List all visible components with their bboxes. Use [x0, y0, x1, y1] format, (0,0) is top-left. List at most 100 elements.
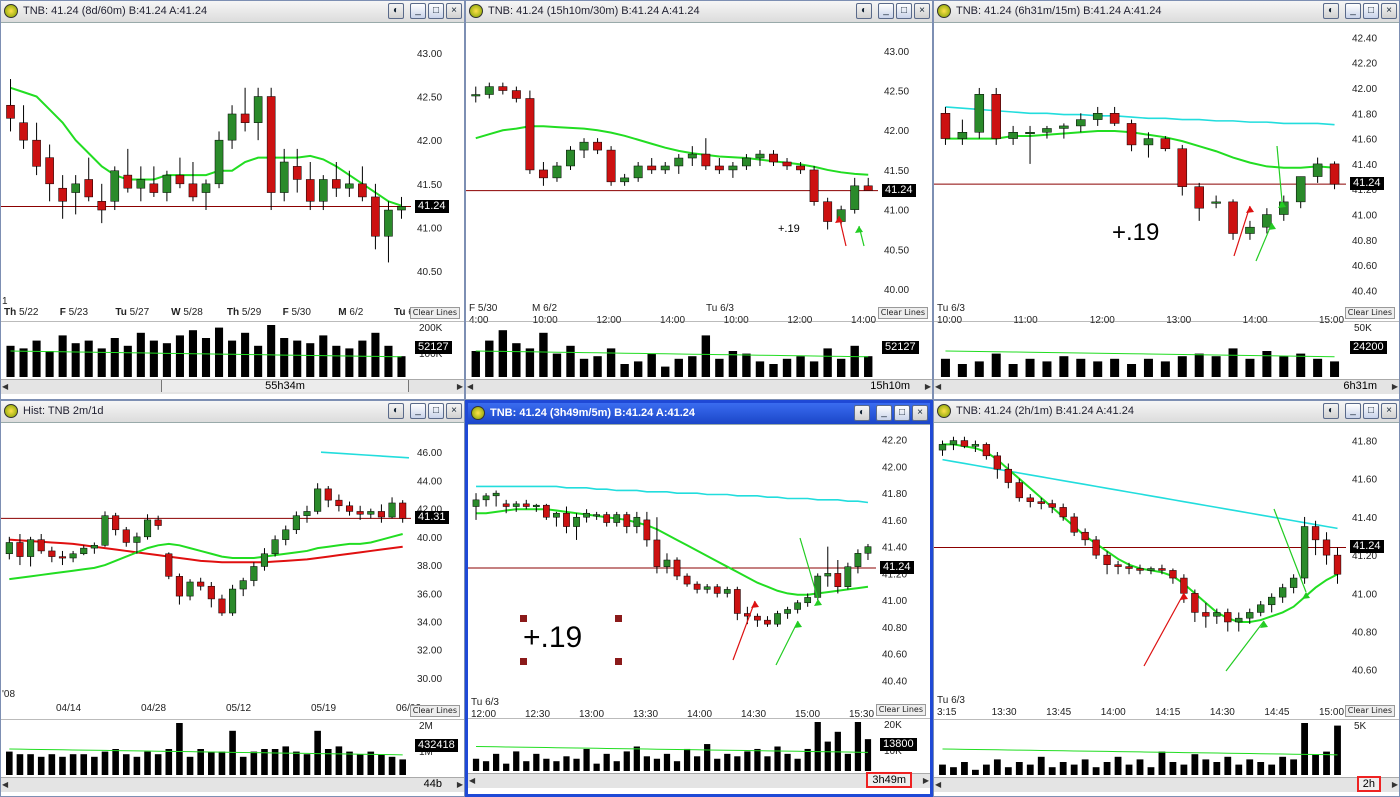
chart-window-3h-5m[interactable]: TNB: 41.24 (3h49m/5m) B:41.24 A:41.24 ◐ _ □… [465, 400, 933, 797]
candle-body [1191, 593, 1199, 613]
close-button[interactable]: × [1381, 403, 1397, 419]
title-bar[interactable]: Hist: TNB 2m/1d ◐ _ □ × [1, 401, 464, 423]
volume-bar [1110, 358, 1120, 377]
chart-window-6h-15m[interactable]: TNB: 41.24 (6h31m/15m) B:41.24 A:41.24 ◐ _… [933, 0, 1400, 400]
scroll-left-icon[interactable]: ◀ [467, 382, 474, 391]
maximize-button[interactable]: □ [1363, 3, 1379, 19]
close-button[interactable]: × [912, 405, 928, 421]
minimize-button[interactable]: _ [876, 405, 892, 421]
scroll-left-icon[interactable]: ◀ [2, 382, 9, 391]
scroll-right-icon[interactable]: ▶ [924, 382, 931, 391]
title-bar[interactable]: TNB: 41.24 (6h31m/15m) B:41.24 A:41.24 ◐ _… [934, 1, 1399, 23]
candle-body [957, 132, 968, 139]
price-axis-label: 41.40 [1352, 160, 1377, 171]
volume-bar [208, 751, 215, 775]
candle-body [1092, 113, 1103, 120]
volume-bar [1076, 358, 1086, 377]
time-scrollbar[interactable]: ◀ ▶ 6h31m [934, 379, 1399, 394]
annotation-handle[interactable] [520, 658, 527, 665]
chart-window-8d-60m[interactable]: TNB: 41.24 (8d/60m) B:41.24 A:41.24 ◐ _ □ × 4… [0, 0, 465, 400]
chart-window-hist-daily[interactable]: Hist: TNB 2m/1d ◐ _ □ × 46.00 44.00 42.00 40.00 3… [0, 400, 465, 797]
price-chart[interactable]: 43.00 42.50 42.00 41.50 41.00 40.50 40.00 [466, 1, 932, 321]
candle-body [162, 174, 172, 193]
close-button[interactable]: × [446, 3, 462, 19]
title-bar[interactable]: TNB: 41.24 (15h10m/30m) B:41.24 A:41.24 ◐… [466, 1, 932, 23]
volume-bar [267, 325, 276, 377]
volume-bar [1194, 353, 1204, 377]
candle-body [633, 165, 643, 179]
price-chart[interactable]: 42.40 42.20 42.00 41.80 41.60 41.40 41.20 41.00… [934, 1, 1399, 321]
maximize-button[interactable]: □ [428, 403, 444, 419]
scroll-right-icon[interactable]: ▶ [456, 780, 463, 789]
volume-bar [282, 746, 290, 775]
volume-bar [982, 764, 990, 775]
time-scrollbar[interactable]: ◀ ▶ 55h34m [1, 379, 464, 394]
volume-bar [1191, 754, 1199, 775]
minimize-button[interactable]: _ [1345, 403, 1361, 419]
scroll-left-icon[interactable]: ◀ [935, 780, 942, 789]
volume-bar [346, 751, 353, 775]
clear-lines-button[interactable]: Clear Lines [875, 704, 926, 716]
annotation-handle[interactable] [520, 615, 527, 622]
close-button[interactable]: × [914, 3, 930, 19]
minimize-button[interactable]: _ [878, 3, 894, 19]
time-scrollbar[interactable]: ◀ ▶ 3h49m [468, 772, 930, 788]
chart-tool-icon[interactable]: ◐ [1323, 3, 1339, 19]
price-chart[interactable]: 46.00 44.00 42.00 40.00 38.00 36.00 34.00 32.00… [1, 401, 464, 719]
maximize-button[interactable]: □ [896, 3, 912, 19]
minimize-button[interactable]: _ [1345, 3, 1361, 19]
candle-body [1136, 568, 1144, 571]
price-chart[interactable]: 41.80 41.60 41.40 41.20 41.00 40.80 40.60 [934, 401, 1399, 719]
scroll-left-icon[interactable]: ◀ [2, 780, 9, 789]
chart-tool-icon[interactable]: ◐ [856, 3, 872, 19]
title-bar[interactable]: TNB: 41.24 (3h49m/5m) B:41.24 A:41.24 ◐ _ □… [468, 403, 930, 425]
clear-lines-button[interactable]: Clear Lines [409, 307, 460, 319]
scroll-left-icon[interactable]: ◀ [935, 382, 942, 391]
scroll-right-icon[interactable]: ▶ [1391, 780, 1398, 789]
maximize-button[interactable]: □ [428, 3, 444, 19]
time-axis-label: 3:15 [937, 707, 957, 718]
date-axis-label: F 5/23 [59, 307, 89, 318]
volume-bar [633, 746, 640, 771]
volume-average-line [945, 350, 1335, 358]
candle-body [314, 488, 322, 512]
title-bar[interactable]: TNB: 41.24 (8d/60m) B:41.24 A:41.24 ◐ _ □ × [1, 1, 464, 23]
minimize-button[interactable]: _ [410, 3, 426, 19]
maximize-button[interactable]: □ [894, 405, 910, 421]
candle-body [993, 455, 1002, 470]
price-chart[interactable]: 42.20 42.00 41.80 41.60 41.40 41.20 41.00 40.80… [468, 403, 930, 718]
close-button[interactable]: × [446, 403, 462, 419]
time-scrollbar[interactable]: ◀ ▶ 2h [934, 776, 1399, 792]
time-scrollbar[interactable]: ◀ ▶ 44b [1, 777, 464, 792]
chart-window-2h-1m[interactable]: TNB: 41.24 (2h/1m) B:41.24 A:41.24 ◐ _ □ × 41… [933, 400, 1400, 797]
annotation-handle[interactable] [615, 658, 622, 665]
chart-tool-icon[interactable]: ◐ [388, 3, 404, 19]
time-scrollbar[interactable]: ◀ ▶ 15h10m [466, 379, 932, 394]
candle-body [741, 157, 751, 167]
scroll-right-icon[interactable]: ▶ [1391, 382, 1398, 391]
scroll-right-icon[interactable]: ▶ [456, 382, 463, 391]
volume-bar [303, 754, 311, 775]
close-button[interactable]: × [1381, 3, 1397, 19]
title-bar[interactable]: TNB: 41.24 (2h/1m) B:41.24 A:41.24 ◐ _ □ × [934, 401, 1399, 423]
scroll-left-icon[interactable]: ◀ [469, 776, 476, 785]
chart-tool-icon[interactable]: ◐ [1323, 403, 1339, 419]
clear-lines-button[interactable]: Clear Lines [409, 705, 460, 717]
scroll-right-icon[interactable]: ▶ [922, 776, 929, 785]
price-chart[interactable]: 43.00 42.50 42.00 41.50 41.00 40.50 [1, 1, 464, 321]
clear-lines-button[interactable]: Clear Lines [877, 307, 928, 319]
candle-body [643, 519, 651, 541]
candle-body [1235, 617, 1243, 623]
chart-tool-icon[interactable]: ◐ [854, 405, 870, 421]
volume-bar [358, 340, 367, 377]
chart-window-15h-30m[interactable]: TNB: 41.24 (15h10m/30m) B:41.24 A:41.24 ◐… [465, 0, 933, 400]
volume-value-box: 24200 [1350, 341, 1387, 354]
minimize-button[interactable]: _ [410, 403, 426, 419]
annotation-handle[interactable] [615, 615, 622, 622]
maximize-button[interactable]: □ [1363, 403, 1379, 419]
window-title: TNB: 41.24 (8d/60m) B:41.24 A:41.24 [23, 5, 208, 17]
clear-lines-button[interactable]: Clear Lines [1344, 307, 1395, 319]
clear-lines-button[interactable]: Clear Lines [1344, 705, 1395, 717]
chart-tool-icon[interactable]: ◐ [388, 403, 404, 419]
volume-bar [162, 343, 171, 377]
